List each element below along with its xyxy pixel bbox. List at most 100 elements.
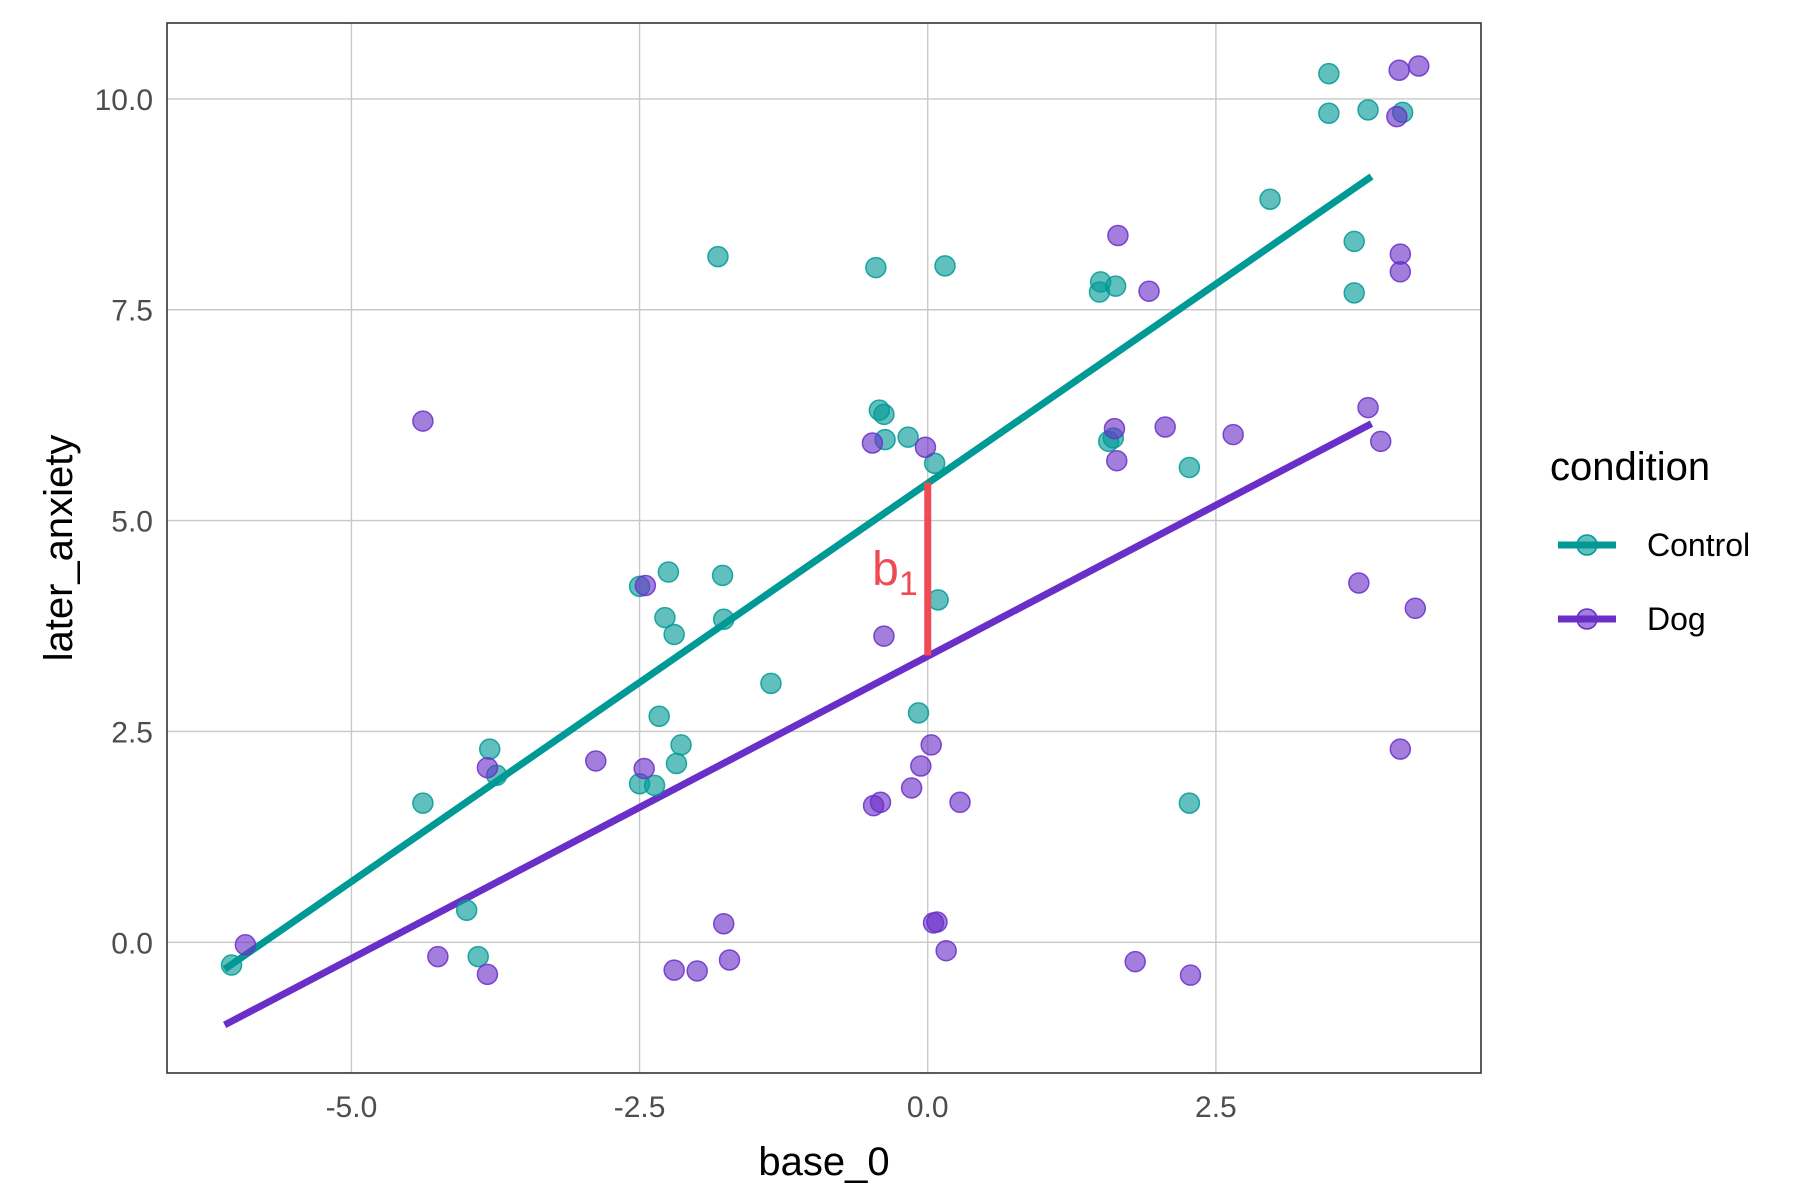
legend-title: condition bbox=[1550, 445, 1710, 489]
point-dog bbox=[861, 432, 884, 454]
legend-label-dog: Dog bbox=[1647, 601, 1706, 637]
point-control bbox=[712, 608, 735, 631]
point-dog bbox=[1369, 430, 1392, 453]
y-tick-label: 5.0 bbox=[111, 506, 153, 539]
x-axis-ticks: -5.0 -2.5 0.0 2.5 bbox=[326, 1091, 1237, 1124]
point-control bbox=[455, 899, 478, 921]
point-dog bbox=[712, 912, 735, 935]
y-tick-label: 2.5 bbox=[111, 716, 153, 749]
point-dog bbox=[476, 963, 499, 986]
point-control bbox=[1357, 99, 1379, 121]
point-dog bbox=[427, 945, 449, 968]
point-dog bbox=[234, 934, 257, 956]
y-tick-label: 0.0 bbox=[111, 927, 153, 960]
point-dog bbox=[1348, 572, 1370, 594]
point-control bbox=[1178, 456, 1201, 479]
point-dog bbox=[1107, 224, 1129, 247]
b1-label-subscript: 1 bbox=[899, 565, 918, 603]
point-dog bbox=[633, 757, 655, 780]
x-tick-label: 0.0 bbox=[907, 1091, 949, 1124]
point-control bbox=[412, 792, 434, 814]
point-dog bbox=[412, 410, 434, 432]
legend: condition Control Dog bbox=[1550, 445, 1750, 637]
point-control bbox=[478, 738, 501, 760]
x-tick-label: 2.5 bbox=[1195, 1091, 1237, 1124]
point-control bbox=[663, 623, 685, 646]
point-dog bbox=[914, 436, 937, 458]
point-control bbox=[665, 752, 688, 775]
y-tick-label: 10.0 bbox=[95, 84, 153, 117]
point-dog bbox=[1179, 964, 1202, 986]
point-dog bbox=[1408, 55, 1430, 77]
point-control bbox=[670, 734, 692, 756]
point-control bbox=[1318, 62, 1340, 85]
point-control bbox=[220, 954, 243, 976]
fit-line-control bbox=[222, 173, 1374, 973]
legend-label-control: Control bbox=[1647, 527, 1750, 563]
point-dog bbox=[634, 574, 657, 597]
point-dog bbox=[585, 750, 607, 772]
point-dog bbox=[1404, 597, 1427, 620]
point-control bbox=[711, 564, 734, 587]
point-dog bbox=[1389, 261, 1412, 283]
b1-annotation: b1 bbox=[872, 482, 932, 656]
point-control bbox=[1318, 102, 1340, 124]
point-control bbox=[707, 245, 729, 268]
point-dog bbox=[869, 791, 892, 814]
point-control bbox=[1343, 230, 1365, 253]
point-control bbox=[1178, 792, 1201, 814]
point-dog bbox=[718, 949, 741, 971]
point-dog bbox=[1103, 417, 1126, 440]
point-control bbox=[907, 702, 930, 724]
point-control bbox=[923, 452, 946, 474]
point-dog bbox=[920, 734, 942, 756]
point-dog bbox=[926, 911, 948, 933]
y-axis-ticks: 0.0 2.5 5.0 7.5 10.0 bbox=[95, 84, 153, 960]
point-control bbox=[865, 256, 887, 279]
fit-line-dog bbox=[223, 420, 1374, 1029]
b1-label: b1 bbox=[872, 543, 918, 603]
point-dog bbox=[1106, 449, 1128, 472]
point-dog bbox=[935, 939, 957, 962]
point-dog bbox=[910, 755, 932, 777]
plot-panel-border bbox=[166, 22, 1482, 1074]
point-control bbox=[657, 561, 680, 583]
point-control bbox=[643, 774, 666, 797]
point-control bbox=[934, 255, 956, 277]
point-control bbox=[873, 403, 895, 426]
point-dog bbox=[1386, 105, 1408, 128]
point-dog bbox=[1357, 396, 1379, 419]
point-dog bbox=[1222, 423, 1244, 446]
data-points bbox=[220, 55, 1430, 986]
point-dog bbox=[900, 777, 923, 799]
point-dog bbox=[686, 960, 708, 982]
point-control bbox=[897, 426, 919, 448]
point-dog bbox=[1124, 950, 1146, 973]
legend-key-point-dog bbox=[1576, 608, 1598, 630]
point-dog bbox=[1388, 59, 1410, 81]
point-control bbox=[1104, 275, 1127, 297]
point-dog bbox=[476, 756, 499, 779]
legend-key-point-control bbox=[1576, 534, 1598, 556]
x-axis-title: base_0 bbox=[758, 1140, 889, 1184]
point-control bbox=[1343, 282, 1365, 304]
point-control bbox=[654, 606, 676, 629]
point-dog bbox=[663, 959, 685, 981]
b1-label-main: b bbox=[872, 543, 899, 596]
point-control bbox=[1259, 188, 1281, 211]
point-control bbox=[467, 945, 489, 968]
x-tick-label: -2.5 bbox=[614, 1091, 666, 1124]
x-tick-label: -5.0 bbox=[326, 1091, 378, 1124]
point-control bbox=[760, 672, 782, 695]
point-dog bbox=[1389, 738, 1412, 760]
point-dog bbox=[873, 625, 895, 647]
point-dog bbox=[1138, 280, 1160, 302]
point-control bbox=[648, 705, 670, 728]
fit-lines bbox=[222, 173, 1374, 1029]
y-axis-title: later_anxiety bbox=[37, 435, 81, 662]
point-dog bbox=[949, 791, 971, 814]
point-dog bbox=[1154, 416, 1176, 438]
y-tick-label: 7.5 bbox=[111, 295, 153, 328]
